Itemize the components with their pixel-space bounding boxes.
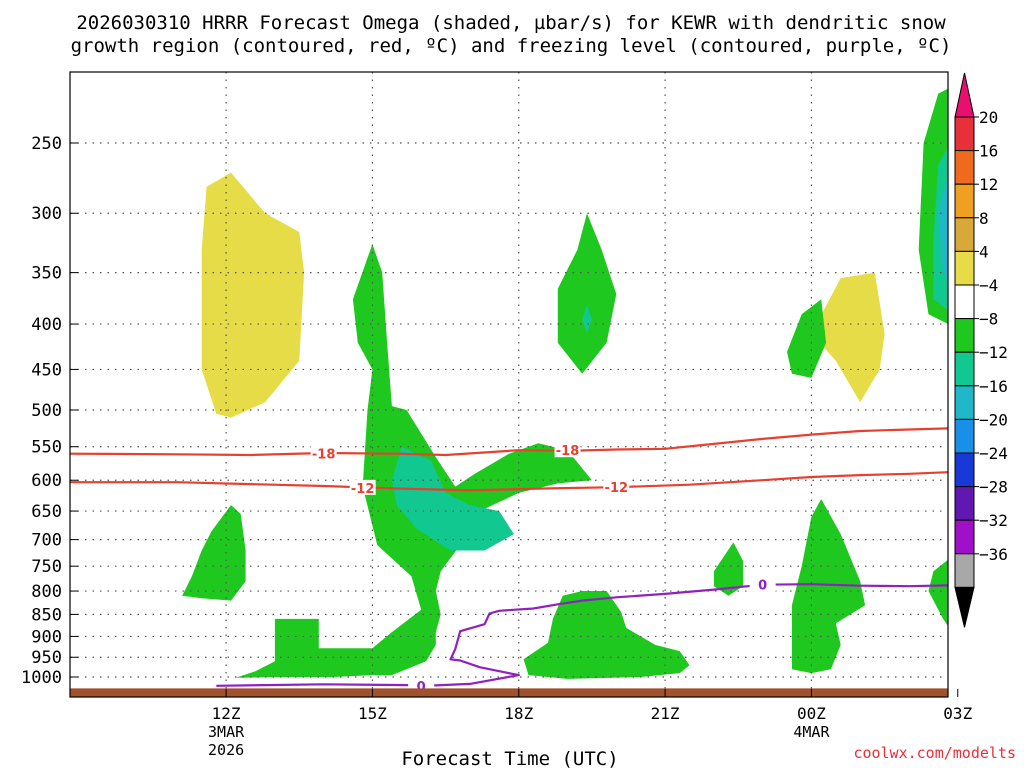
x-tick-label: 12Z [212, 704, 241, 723]
contour-layer: -18 -18 -12 -12 0 0 [70, 427, 948, 695]
colorbar-level-label: 4 [979, 242, 989, 261]
contour-line [216, 583, 948, 687]
omega-region [201, 172, 305, 418]
colorbar-swatch [954, 385, 975, 420]
omega-shading-layer [182, 88, 1024, 679]
surface-terrain-band [70, 688, 948, 697]
colorbar-level-label: −16 [979, 377, 1008, 396]
contour-label: -18 [556, 444, 580, 459]
omega-region [791, 499, 866, 674]
y-tick-label: 800 [31, 582, 62, 602]
colorbar-swatch [954, 150, 975, 185]
colorbar-level-label: −8 [979, 310, 998, 329]
omega-region [713, 542, 744, 596]
contour-label-bg [310, 445, 337, 461]
colorbar-swatch [954, 318, 975, 353]
colorbar-level-label: −28 [979, 478, 1008, 497]
contour-line [70, 427, 948, 457]
x-tick-label: 00Z [797, 704, 826, 723]
colorbar-swatch [954, 250, 975, 286]
y-axis-pressure: 2503003504004505005506006507007508008509… [21, 134, 78, 688]
contour-label-bg [349, 479, 376, 495]
omega-region [1007, 440, 1024, 481]
y-tick-label: 950 [31, 648, 62, 668]
colorbar-level-label: −4 [979, 276, 998, 295]
y-tick-label: 500 [31, 401, 62, 421]
x-tick-label: 15Z [358, 704, 387, 723]
colorbar-level-label: −24 [979, 444, 1008, 463]
y-tick-label: 750 [31, 557, 62, 577]
omega-region [582, 304, 592, 334]
y-tick-label: 900 [31, 627, 62, 647]
omega-region [787, 299, 827, 378]
x-tick-label: 18Z [504, 704, 533, 723]
colorbar-legend: 20 16 12 8 4 −4 −8 −12 −16 −20 −24 −28 −32 −36 [954, 72, 1008, 628]
colorbar-bottom-arrow [954, 586, 975, 628]
colorbar-level-label: −36 [979, 545, 1008, 564]
contour-line [70, 471, 948, 492]
y-tick-label: 650 [31, 502, 62, 522]
plot-frame [69, 71, 949, 698]
colorbar-swatch [954, 486, 975, 521]
colorbar-level-label: 12 [979, 175, 998, 194]
y-tick-label: 700 [31, 531, 62, 551]
colorbar-level-label: 8 [979, 209, 989, 228]
colorbar-swatch [954, 217, 975, 252]
colorbar-level-label: −12 [979, 343, 1008, 362]
y-tick-label: 400 [31, 315, 62, 335]
y-tick-label: 300 [31, 204, 62, 224]
y-tick-label: 450 [31, 360, 62, 380]
y-tick-label: 550 [31, 438, 62, 458]
plot-area: -18 -18 -12 -12 0 0 [70, 72, 1024, 697]
y-tick-label: 600 [31, 471, 62, 491]
colorbar-swatch [954, 519, 975, 555]
contour-label: 0 [417, 680, 426, 695]
x-tick-year: 2026 [208, 741, 244, 759]
contour-label-bg [554, 442, 581, 458]
contour-label: -18 [312, 448, 336, 463]
colorbar-swatch [954, 183, 975, 219]
colorbar-top-arrow [954, 72, 975, 118]
contour-label: 0 [758, 579, 767, 594]
x-tick-label: 21Z [651, 704, 680, 723]
contour-label: -12 [605, 481, 629, 496]
y-tick-label: 350 [31, 264, 62, 284]
colorbar-level-label: 16 [979, 142, 998, 161]
colorbar-swatch [954, 418, 975, 454]
chart-title-line1: 2026030310 HRRR Forecast Omega (shaded, … [76, 12, 946, 34]
y-tick-label: 1000 [21, 668, 62, 688]
omega-region [391, 446, 514, 551]
contour-label-bg [603, 479, 630, 495]
omega-region [557, 213, 617, 374]
colorbar-swatch [954, 284, 975, 320]
y-tick-label: 850 [31, 605, 62, 625]
colorbar-swatch [954, 452, 975, 488]
omega-region [182, 505, 246, 601]
colorbar-swatch [954, 351, 975, 387]
colorbar-swatch [954, 116, 975, 152]
contour-label-bg [749, 576, 776, 592]
credit-text: coolwx.com/modelts [853, 744, 1016, 762]
colorbar-level-label: 20 [979, 108, 998, 127]
y-tick-label: 250 [31, 134, 62, 154]
colorbar-level-label: −20 [979, 410, 1008, 429]
x-tick-date: 3MAR [208, 723, 245, 741]
omega-region [928, 559, 948, 627]
omega-region [997, 645, 1021, 673]
colorbar-level-label: −32 [979, 511, 1008, 530]
x-axis-title: Forecast Time (UTC) [401, 748, 618, 768]
contour-label: -12 [351, 482, 375, 497]
x-tick-label: 03Z [943, 704, 972, 723]
x-tick-date: 4MAR [793, 723, 830, 741]
omega-region [938, 176, 948, 280]
chart-title-line2: growth region (contoured, red, ºC) and f… [71, 35, 952, 57]
colorbar-swatch [954, 553, 975, 588]
